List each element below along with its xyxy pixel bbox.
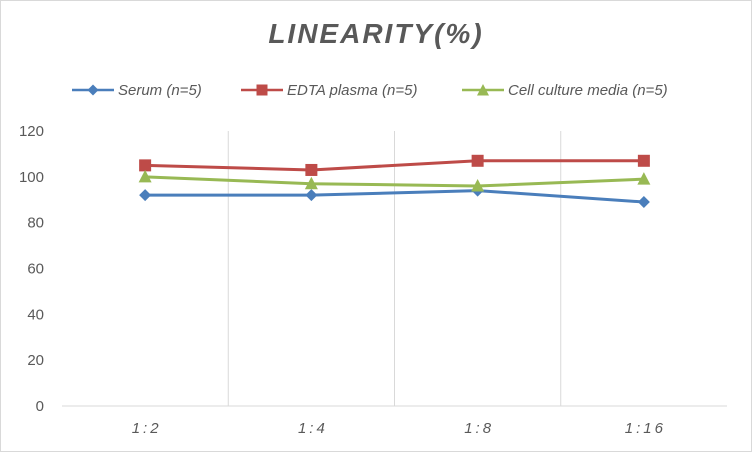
legend-label: EDTA plasma (n=5)	[287, 81, 418, 99]
y-tick-label: 100	[19, 169, 44, 186]
legend-line-icon	[462, 84, 504, 96]
legend-label: Cell culture media (n=5)	[508, 81, 668, 99]
series-line-1	[145, 189, 644, 204]
legend-line-icon	[241, 84, 283, 96]
legend-item-edta: EDTA plasma (n=5)	[241, 78, 417, 102]
data-point-diamond	[139, 189, 152, 202]
data-point-triangle	[471, 179, 485, 192]
y-tick-label: 60	[27, 261, 44, 278]
series-line-3	[145, 175, 644, 188]
data-point-square	[305, 163, 318, 176]
y-tick-label: 20	[27, 352, 44, 369]
legend-label: Serum (n=5)	[118, 81, 202, 99]
y-tick-label: 120	[19, 123, 44, 140]
y-tick-label: 80	[27, 215, 44, 232]
legend-item-serum: Serum (n=5)	[72, 78, 202, 102]
chart-title: LINEARITY(%)	[268, 18, 484, 49]
data-point-square	[139, 159, 152, 172]
data-point-diamond	[637, 196, 650, 209]
legend-item-cell-culture: Cell culture media (n=5)	[462, 78, 668, 102]
data-point-triangle	[138, 169, 152, 183]
data-point-diamond	[305, 189, 318, 202]
y-tick-label: 0	[36, 398, 44, 415]
legend-line-icon	[72, 84, 114, 96]
x-tick-label: 1 : 4	[298, 420, 325, 437]
x-tick-label: 1 : 2	[132, 420, 160, 437]
data-point-square	[471, 154, 484, 167]
x-tick-label: 1 : 8	[464, 420, 492, 437]
data-point-triangle	[637, 172, 651, 185]
legend: Serum (n=5) EDTA plasma (n=5) Cell cultu…	[0, 78, 752, 102]
series-line-2	[145, 159, 644, 172]
x-tick-label: 1 : 1 6	[625, 420, 664, 437]
data-point-triangle	[304, 176, 318, 190]
y-tick-label: 40	[27, 306, 44, 323]
data-point-square	[637, 154, 650, 167]
